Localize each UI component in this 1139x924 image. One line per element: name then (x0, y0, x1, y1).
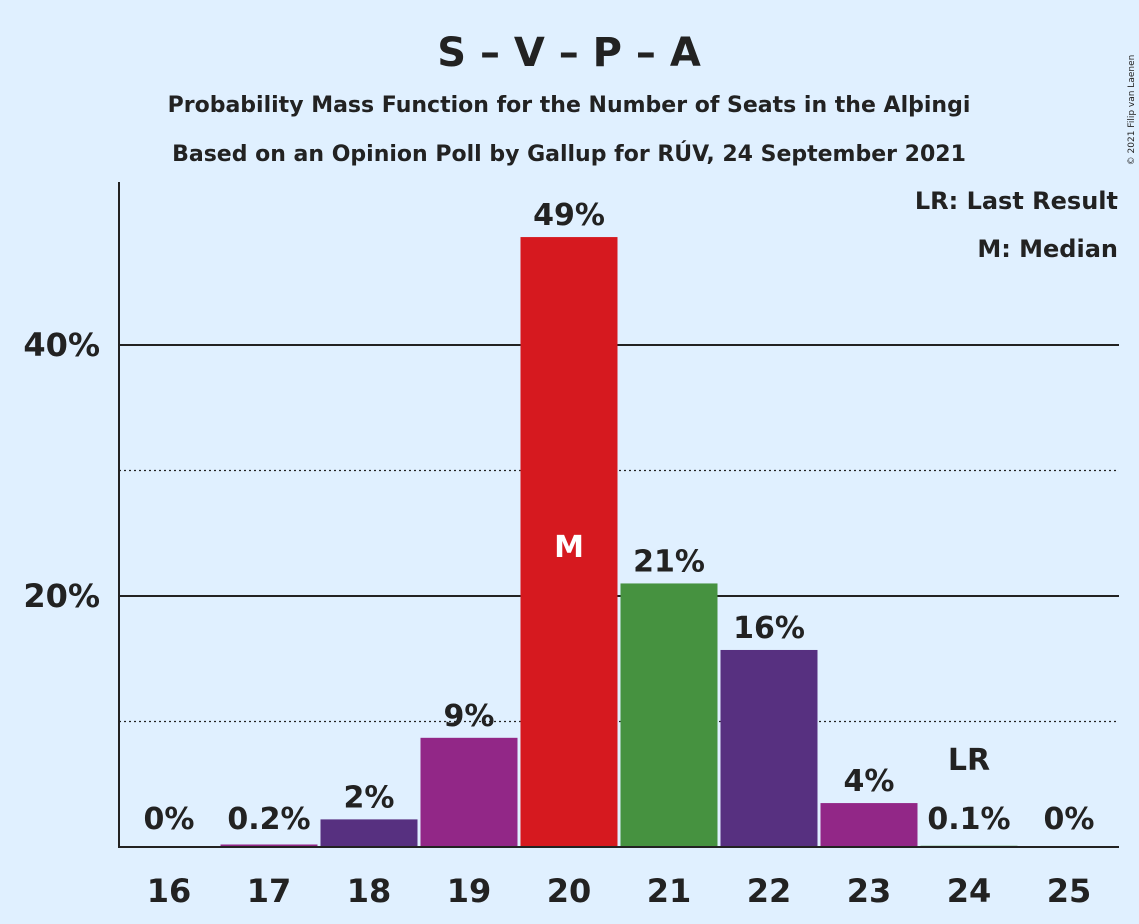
x-tick-label-22: 22 (747, 872, 792, 910)
data-label-seat-23: 4% (844, 764, 895, 799)
bar-seat-22 (720, 649, 818, 847)
last-result-marker: LR (948, 743, 990, 778)
data-label-seat-21: 21% (633, 544, 705, 579)
bars-group (220, 237, 1018, 847)
chart-subtitle-2: Based on an Opinion Poll by Gallup for R… (172, 141, 966, 167)
x-tick-label-25: 25 (1047, 872, 1092, 910)
legend-last-result: LR: Last Result (915, 187, 1118, 215)
bar-seat-23 (820, 803, 918, 847)
bar-seat-18 (320, 819, 418, 847)
bar-seat-19 (420, 737, 518, 847)
axes-group (118, 182, 1119, 848)
x-tick-label-16: 16 (147, 872, 192, 910)
data-label-seat-20: 49% (533, 198, 605, 233)
data-label-seat-16: 0% (144, 802, 195, 837)
bar-seat-17 (220, 844, 318, 847)
bar-seat-21 (620, 583, 718, 847)
data-label-seat-22: 16% (733, 611, 805, 646)
legend-median: M: Median (977, 235, 1118, 263)
y-tick-label-20: 20% (23, 577, 100, 615)
data-label-seat-24: 0.1% (927, 802, 1010, 837)
chart-title: S – V – P – A (437, 30, 701, 76)
data-label-seat-17: 0.2% (227, 802, 310, 837)
y-tick-label-40: 40% (23, 326, 100, 364)
chart-subtitle-1: Probability Mass Function for the Number… (168, 93, 971, 118)
data-label-seat-25: 0% (1044, 802, 1095, 837)
x-tick-label-23: 23 (847, 872, 892, 910)
x-tick-label-20: 20 (547, 872, 592, 910)
labels-group: 20% 40% 16 17 18 19 20 21 22 23 24 25 0% 0.2% 2% 9% 49% 2… (23, 198, 1094, 910)
x-tick-label-21: 21 (647, 872, 692, 910)
median-marker: M (554, 530, 584, 565)
gridlines (119, 344, 1119, 723)
x-tick-label-24: 24 (947, 872, 992, 910)
bar-seat-20 (520, 237, 618, 847)
data-label-seat-18: 2% (344, 780, 395, 815)
x-tick-label-19: 19 (447, 872, 492, 910)
x-tick-label-18: 18 (347, 872, 392, 910)
x-tick-label-17: 17 (247, 872, 292, 910)
data-label-seat-19: 9% (444, 699, 495, 734)
copyright-text: © 2021 Filip van Laenen (1127, 55, 1137, 166)
